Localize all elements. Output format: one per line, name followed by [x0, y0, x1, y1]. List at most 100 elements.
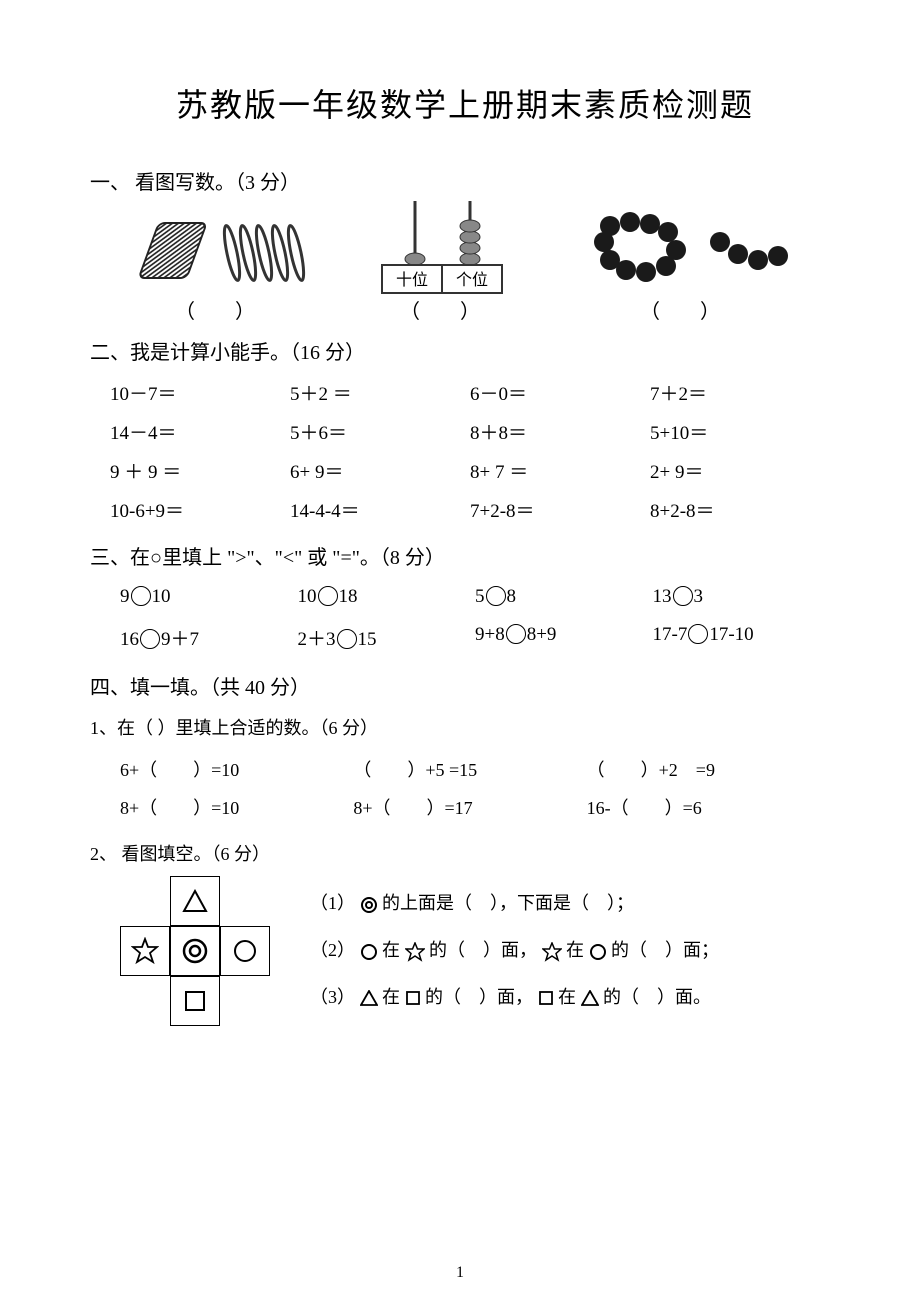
text: 在: [566, 940, 584, 960]
q3-cell[interactable]: 58: [475, 586, 653, 608]
star-icon: [542, 942, 562, 962]
q3-left: 16: [120, 629, 139, 650]
circle-blank-icon[interactable]: [337, 629, 357, 649]
q3-row: 9 10 1018 58 13 3: [90, 578, 840, 616]
text: 的（ ）面，: [429, 940, 537, 960]
q2-cell[interactable]: 10－7＝: [110, 379, 290, 406]
q1-item-abacus: 十位 个位 （ ）: [360, 203, 520, 324]
q3-cell[interactable]: 9 10: [120, 586, 298, 608]
text: 在: [558, 987, 576, 1007]
q1-blank-1[interactable]: （ ）: [175, 295, 255, 324]
q41-row: 6+（ ）=10 （ ）+5 =15 （ ）+2 =9: [90, 750, 840, 788]
q3-cell[interactable]: 2＋315: [298, 624, 476, 651]
circle-icon: [360, 943, 378, 961]
q4-2-line-2[interactable]: （2） 在 的（ ）面， 在 的（ ）面；: [310, 927, 719, 974]
q2-cell[interactable]: 5+10＝: [650, 418, 830, 445]
q2-cell[interactable]: 14－4＝: [110, 418, 290, 445]
q4-2-header: 2、 看图填空。（6 分）: [90, 840, 840, 866]
circle-blank-icon[interactable]: [140, 629, 160, 649]
q3-right: 9＋7: [161, 629, 199, 650]
q1-blank-2[interactable]: （ ）: [400, 295, 480, 324]
abacus-image: 十位 个位: [360, 203, 520, 293]
q2-cell[interactable]: 7+2-8＝: [470, 496, 650, 523]
q3-cell[interactable]: 13 3: [653, 586, 831, 608]
q41-cell[interactable]: （ ）+2 =9: [587, 756, 820, 782]
q3-left: 17-7: [653, 624, 688, 645]
q2-cell[interactable]: 14-4-4＝: [290, 496, 470, 523]
q41-cell[interactable]: 16-（ ）=6: [587, 794, 820, 820]
q2-cell[interactable]: 10-6+9＝: [110, 496, 290, 523]
q3-cell[interactable]: 17-7 17-10: [653, 624, 831, 651]
q41-cell[interactable]: （ ）+5 =15: [353, 756, 586, 782]
cross-right-circle: [220, 926, 270, 976]
q2-cell[interactable]: 6－0＝: [470, 379, 650, 406]
q2-header: 二、我是计算小能手。（16 分）: [90, 336, 840, 365]
q1-figures: （ ） 十位 个位 （ ）: [90, 203, 840, 324]
q3-left: 9: [120, 586, 130, 607]
q1-item-beads: （ ）: [560, 203, 800, 324]
text: 的（ ）面，: [425, 987, 533, 1007]
q41-cell[interactable]: 8+（ ）=10: [120, 794, 353, 820]
cross-center-bullseye: [170, 926, 220, 976]
q3-left: 5: [475, 586, 485, 607]
text: 的上面是（ ），下面是（ ）；: [382, 893, 634, 913]
q2-cell[interactable]: 9 ＋ 9 ＝: [110, 457, 290, 484]
circle-icon: [589, 943, 607, 961]
q2-cell[interactable]: 2+ 9＝: [650, 457, 830, 484]
q3-left: 9+8: [475, 624, 505, 645]
text: （3）: [310, 987, 355, 1007]
page-title: 苏教版一年级数学上册期末素质检测题: [90, 80, 840, 126]
circle-icon: [232, 938, 258, 964]
text: 在: [382, 987, 400, 1007]
text: （1）: [310, 893, 355, 913]
bullseye-icon: [181, 937, 209, 965]
triangle-icon: [581, 990, 599, 1006]
q1-item-sticks: （ ）: [110, 203, 320, 324]
q1-header: 一、 看图写数。（3 分）: [90, 166, 840, 195]
q2-cell[interactable]: 5＋6＝: [290, 418, 470, 445]
q4-2-line-3[interactable]: （3） 在 的（ ）面， 在 的（ ）面。: [310, 974, 719, 1021]
q2-cell[interactable]: 6+ 9＝: [290, 457, 470, 484]
q3-left: 13: [653, 586, 672, 607]
text: （2）: [310, 940, 355, 960]
cross-left-star: [120, 926, 170, 976]
q2-row: 10－7＝ 5＋2 ＝ 6－0＝ 7＋2＝: [90, 373, 840, 412]
q4-header: 四、填一填。（共 40 分）: [90, 671, 840, 700]
q3-right: 15: [358, 629, 377, 650]
q2-cell[interactable]: 8＋8＝: [470, 418, 650, 445]
star-icon: [405, 942, 425, 962]
q41-cell[interactable]: 8+（ ）=17: [353, 794, 586, 820]
q2-grid: 10－7＝ 5＋2 ＝ 6－0＝ 7＋2＝ 14－4＝ 5＋6＝ 8＋8＝ 5+…: [90, 373, 840, 529]
circle-blank-icon[interactable]: [506, 624, 526, 644]
q41-cell[interactable]: 6+（ ）=10: [120, 756, 353, 782]
q3-left: 10: [298, 586, 317, 607]
q4-2-questions: （1） 的上面是（ ），下面是（ ）； （2） 在 的（ ）面， 在 的（ ）面…: [310, 876, 719, 1026]
cross-top-triangle: [170, 876, 220, 926]
q4-2-line-1[interactable]: （1） 的上面是（ ），下面是（ ）；: [310, 880, 719, 927]
circle-blank-icon[interactable]: [131, 586, 151, 606]
page-number: 1: [456, 1264, 464, 1282]
sticks-image: [110, 203, 320, 293]
circle-blank-icon[interactable]: [486, 586, 506, 606]
bullseye-icon: [360, 896, 378, 914]
q3-cell[interactable]: 1018: [298, 586, 476, 608]
cross-bottom-square: [170, 976, 220, 1026]
circle-blank-icon[interactable]: [318, 586, 338, 606]
q4-2-body: （1） 的上面是（ ），下面是（ ）； （2） 在 的（ ）面， 在 的（ ）面…: [90, 876, 840, 1026]
q1-blank-3[interactable]: （ ）: [640, 295, 720, 324]
q3-row: 16 9＋7 2＋315 9+88+9 17-7 17-10: [90, 616, 840, 659]
q4-1-grid: 6+（ ）=10 （ ）+5 =15 （ ）+2 =9 8+（ ）=10 8+（…: [90, 750, 840, 826]
circle-blank-icon[interactable]: [673, 586, 693, 606]
q3-right: 3: [694, 586, 704, 607]
q2-cell[interactable]: 7＋2＝: [650, 379, 830, 406]
q2-cell[interactable]: 8+ 7 ＝: [470, 457, 650, 484]
q2-cell[interactable]: 5＋2 ＝: [290, 379, 470, 406]
q3-right: 17-10: [709, 624, 753, 645]
q3-cell[interactable]: 16 9＋7: [120, 624, 298, 651]
triangle-icon: [360, 990, 378, 1006]
q3-cell[interactable]: 9+88+9: [475, 624, 653, 651]
q2-row: 9 ＋ 9 ＝ 6+ 9＝ 8+ 7 ＝ 2+ 9＝: [90, 451, 840, 490]
q3-right: 10: [152, 586, 171, 607]
q2-cell[interactable]: 8+2-8＝: [650, 496, 830, 523]
circle-blank-icon[interactable]: [688, 624, 708, 644]
